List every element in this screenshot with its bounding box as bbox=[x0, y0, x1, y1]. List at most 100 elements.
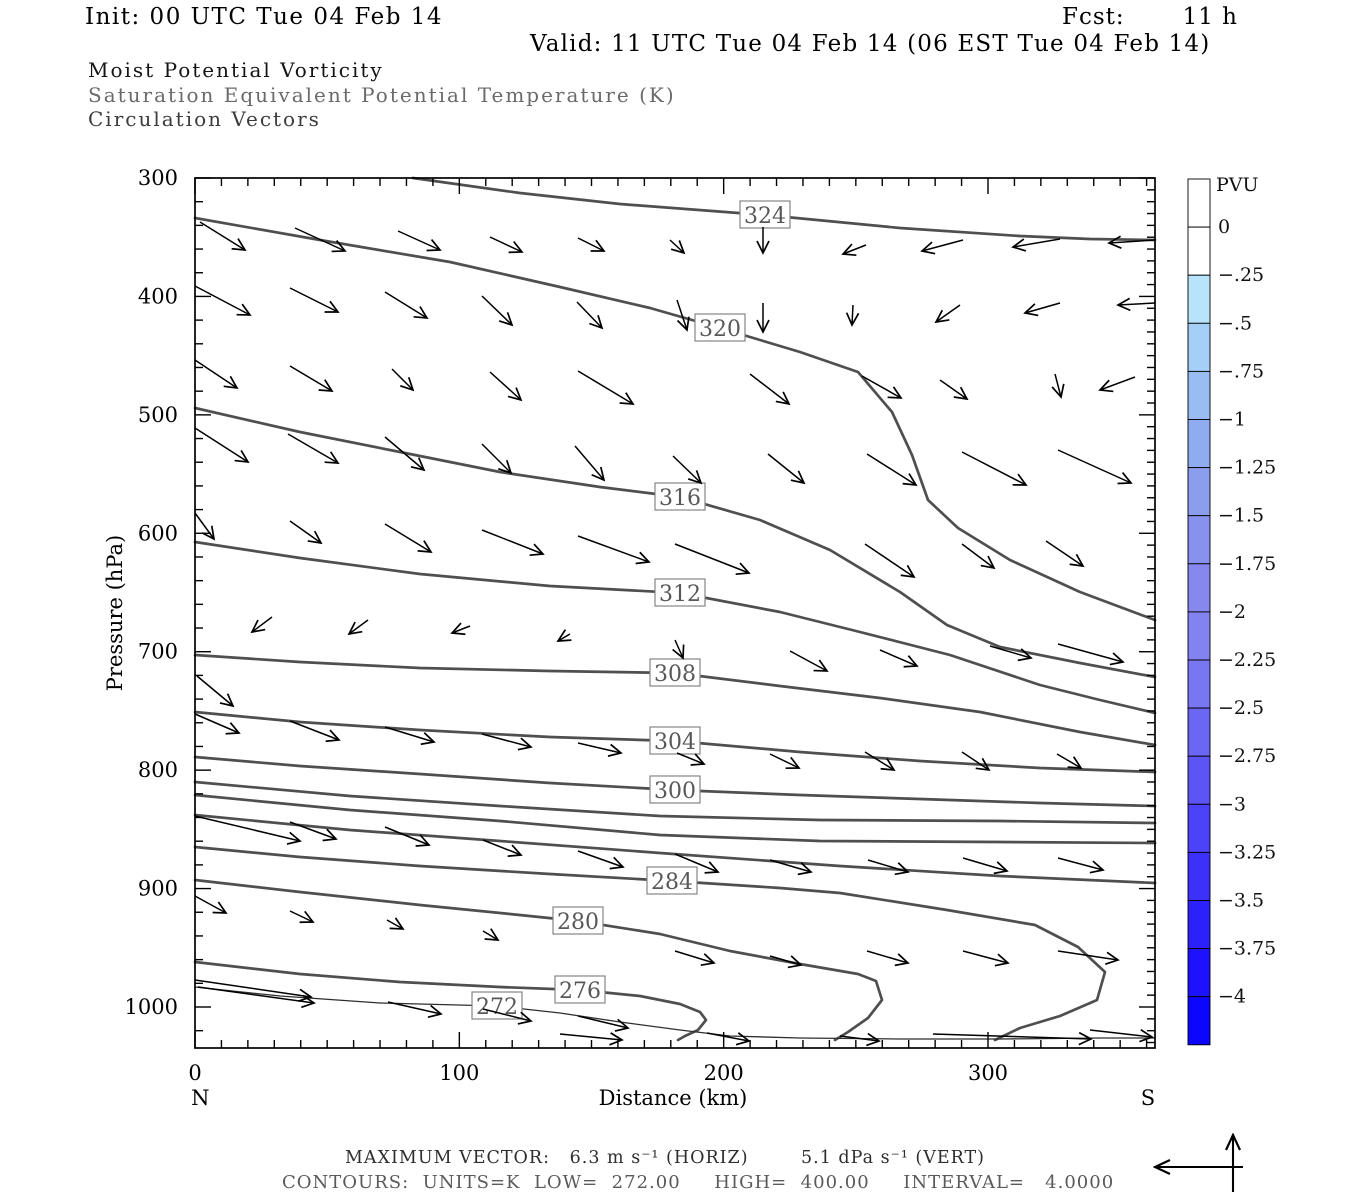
svg-text:300: 300 bbox=[138, 166, 178, 190]
wind-vector-arrow bbox=[574, 445, 606, 482]
wind-vector-arrow bbox=[289, 365, 334, 392]
wind-vector-arrow bbox=[482, 1008, 533, 1025]
fcst-value: 11 h bbox=[1182, 4, 1238, 30]
colorbar-segment bbox=[1187, 419, 1211, 469]
colorbar-segment bbox=[1187, 611, 1211, 661]
wind-vector-arrow bbox=[450, 622, 471, 636]
field-title-vectors: Circulation Vectors bbox=[88, 107, 321, 131]
svg-text:S: S bbox=[1141, 1086, 1155, 1110]
wind-vector-arrow bbox=[961, 543, 996, 570]
fcst-label: Fcst: bbox=[1062, 4, 1125, 30]
colorbar-segment bbox=[1187, 274, 1211, 324]
wind-vector-arrow bbox=[391, 368, 415, 392]
wind-vector-arrow bbox=[194, 979, 313, 1003]
wind-vector-arrow bbox=[287, 433, 340, 464]
wind-vector-arrow bbox=[289, 287, 340, 313]
wind-vector-arrow bbox=[384, 436, 426, 472]
svg-text:−2: −2 bbox=[1218, 601, 1246, 623]
svg-text:276: 276 bbox=[559, 979, 601, 1004]
colorbar-segment bbox=[1187, 707, 1211, 757]
wind-vector-arrow bbox=[1011, 238, 1061, 252]
wind-vector-arrow bbox=[289, 720, 341, 743]
wind-vector-arrow bbox=[194, 285, 252, 316]
wind-vector-arrow bbox=[769, 955, 803, 969]
svg-text:−.5: −.5 bbox=[1218, 312, 1252, 334]
wind-vector-arrow bbox=[556, 629, 572, 642]
contour-label-box-276 bbox=[554, 975, 606, 1004]
wind-vector-arrow bbox=[481, 529, 545, 557]
wind-vector-arrow bbox=[932, 1031, 1093, 1046]
wind-vector-arrow bbox=[767, 453, 806, 485]
svg-text:284: 284 bbox=[651, 870, 693, 895]
svg-text:−1.25: −1.25 bbox=[1218, 457, 1276, 479]
wind-vector-arrow bbox=[386, 917, 405, 930]
svg-text:−2.5: −2.5 bbox=[1218, 697, 1264, 719]
svg-text:−3.5: −3.5 bbox=[1218, 890, 1264, 912]
wind-vector-arrow bbox=[1098, 376, 1136, 393]
contour-276 bbox=[193, 960, 708, 1042]
svg-text:PVU: PVU bbox=[1216, 174, 1259, 196]
wind-vector-arrow bbox=[577, 742, 623, 757]
axis-text: 0 100 200 300 300 400 500 600 700 800 900 1000 N S Dis… bbox=[103, 166, 1155, 1110]
wind-vector-arrow bbox=[989, 645, 1033, 662]
wind-vector-arrow bbox=[674, 543, 751, 576]
contour-288 bbox=[193, 813, 1157, 885]
wind-vector-arrow bbox=[194, 359, 239, 390]
wind-vector-arrow bbox=[481, 733, 533, 751]
colorbar-segment bbox=[1187, 467, 1211, 517]
svg-text:500: 500 bbox=[138, 403, 178, 427]
wind-vector-arrow bbox=[706, 1032, 751, 1046]
colorbar-segment bbox=[1187, 178, 1211, 228]
colorbar-segment bbox=[1187, 659, 1211, 709]
contour-308 bbox=[193, 653, 1157, 747]
wind-vector-arrow bbox=[576, 301, 604, 330]
contour-label-box-272 bbox=[471, 991, 523, 1020]
svg-text:700: 700 bbox=[138, 640, 178, 664]
wind-vector-arrow bbox=[250, 616, 273, 634]
svg-text:Distance (km): Distance (km) bbox=[599, 1086, 748, 1110]
svg-text:312: 312 bbox=[659, 582, 701, 607]
wind-vector-arrow bbox=[789, 650, 829, 672]
wind-vector-arrow bbox=[1116, 297, 1156, 312]
svg-text:1000: 1000 bbox=[125, 995, 178, 1019]
wind-vector-arrow bbox=[577, 370, 635, 405]
wind-vector-arrow bbox=[1056, 753, 1083, 769]
contour-label-box-312 bbox=[654, 578, 706, 607]
wind-vector-arrow bbox=[194, 815, 302, 845]
wind-vector-arrow bbox=[1089, 1028, 1154, 1043]
svg-text:−1.75: −1.75 bbox=[1218, 553, 1276, 575]
wind-vector-arrow bbox=[194, 512, 216, 541]
contour-lines bbox=[193, 176, 1157, 1042]
colorbar-segment bbox=[1187, 755, 1211, 805]
wind-vector-arrow bbox=[1051, 373, 1065, 399]
contour-324 bbox=[411, 176, 1157, 242]
wind-vector-arrow bbox=[864, 751, 896, 772]
forecast-hour: Fcst: 11 h bbox=[1062, 4, 1238, 30]
wind-vector-arrow bbox=[559, 1032, 624, 1046]
wind-vector-arrow bbox=[672, 639, 685, 660]
wind-vector-arrow bbox=[197, 986, 316, 1009]
contour-label-box-320 bbox=[694, 313, 746, 342]
wind-vector-arrow bbox=[864, 543, 916, 579]
svg-text:200: 200 bbox=[704, 1061, 744, 1085]
contour-312 bbox=[193, 540, 1157, 715]
contour-316 bbox=[193, 406, 1157, 679]
wind-vector-arrow bbox=[489, 371, 523, 402]
contour-label-box-308 bbox=[649, 658, 701, 687]
wind-vector-arrow bbox=[194, 713, 241, 735]
wind-vector-arrow bbox=[962, 857, 1009, 875]
svg-text:N: N bbox=[191, 1086, 209, 1110]
contour-296 bbox=[193, 780, 1157, 825]
wind-vector-arrow bbox=[384, 523, 433, 553]
svg-text:308: 308 bbox=[654, 662, 696, 687]
circulation-vectors bbox=[194, 221, 1156, 1047]
field-title-mpv: Moist Potential Vorticity bbox=[88, 58, 384, 82]
svg-text:0: 0 bbox=[1218, 216, 1230, 238]
wind-vector-arrow bbox=[289, 520, 323, 545]
svg-text:−3.25: −3.25 bbox=[1218, 841, 1276, 863]
reference-vector bbox=[1155, 1135, 1243, 1192]
contour-label-box-316 bbox=[654, 482, 706, 511]
wind-vector-arrow bbox=[1045, 540, 1085, 568]
svg-text:−1: −1 bbox=[1218, 409, 1246, 431]
